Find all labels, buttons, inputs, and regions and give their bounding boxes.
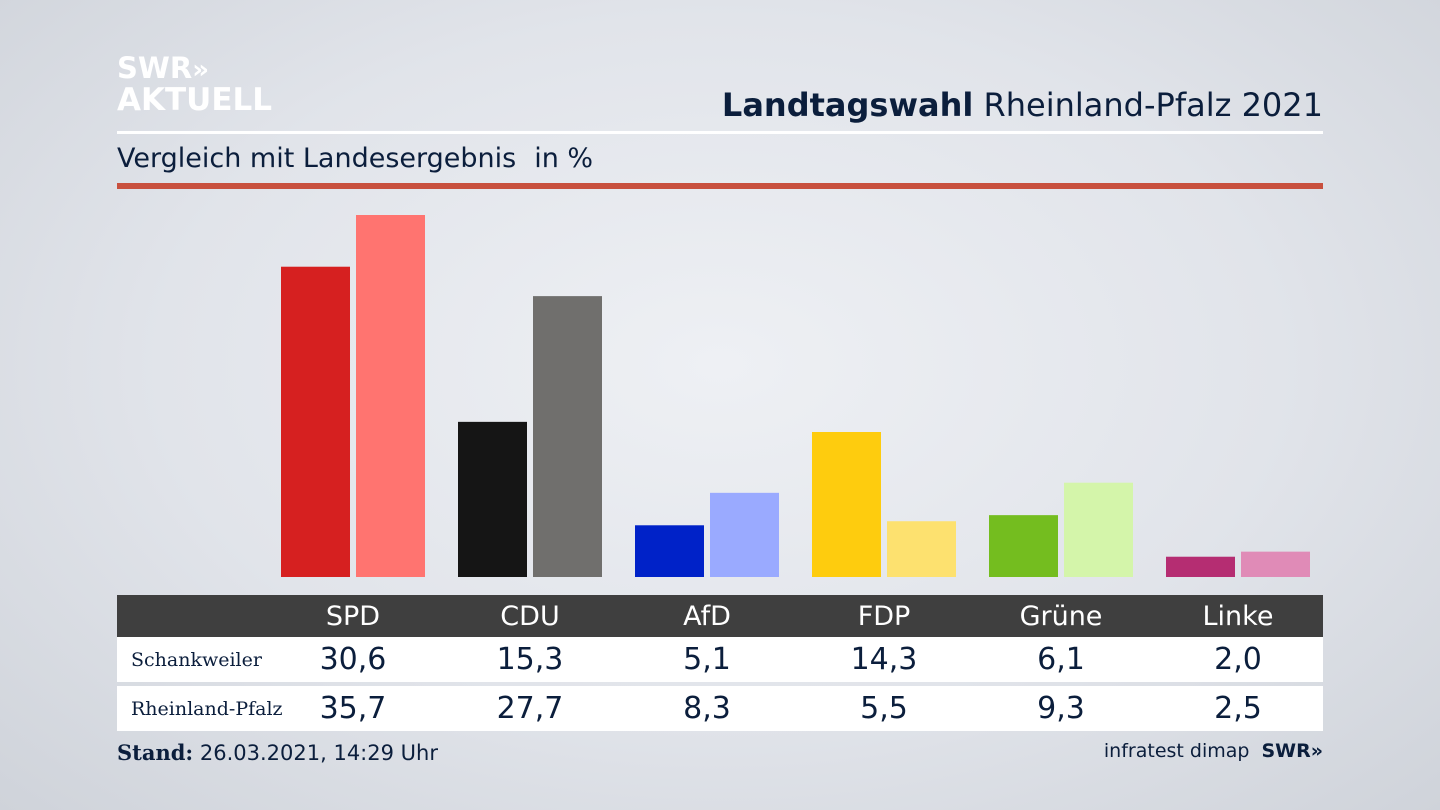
category-label: Grüne: [1019, 600, 1103, 632]
source-credit: infratest dimap SWR»: [1104, 740, 1323, 762]
bar-spd-local: [281, 266, 350, 577]
page-title: Landtagswahl Rheinland-Pfalz 2021: [722, 86, 1323, 124]
bar-fdp-state: [887, 521, 956, 577]
value-cell: 14,3: [850, 642, 918, 677]
bar-cdu-local: [458, 421, 527, 577]
category-label: SPD: [325, 600, 381, 632]
value-cell: 2,5: [1214, 691, 1262, 726]
bar-grne-state: [1064, 482, 1133, 577]
swr-footer-logo: SWR»: [1261, 740, 1323, 762]
value-cell: 15,3: [496, 642, 564, 677]
bar-linke-state: [1241, 551, 1310, 577]
bar-fdp-local: [812, 431, 881, 577]
value-cell: 2,0: [1214, 642, 1262, 677]
subtitle-text: Vergleich mit Landesergebnis: [117, 143, 517, 174]
row-label: Rheinland-Pfalz: [131, 697, 283, 720]
logo-aktuell: AKTUELL: [117, 82, 273, 118]
row-label: Schankweiler: [131, 648, 262, 671]
value-cell: 8,3: [683, 691, 731, 726]
source-label: infratest dimap: [1103, 740, 1250, 762]
value-cell: 9,3: [1037, 691, 1085, 726]
category-label: CDU: [500, 600, 560, 632]
bar-afd-state: [710, 492, 779, 577]
table-header: SPD CDU AfD FDP Grüne Linke: [117, 595, 1323, 637]
bar-afd-local: [635, 525, 704, 577]
table-row-rheinland-pfalz: Rheinland-Pfalz 35,7 27,7 8,3 5,5 9,3 2,5: [117, 686, 1323, 731]
value-cell: 5,1: [683, 642, 731, 677]
title-bold: Landtagswahl: [721, 86, 974, 124]
value-cell: 35,7: [319, 691, 387, 726]
chart-subtitle: Vergleich mit Landesergebnis in %: [117, 143, 593, 174]
stand-value: 26.03.2021, 14:29 Uhr: [199, 741, 438, 765]
bar-grne-local: [989, 515, 1058, 577]
bar-linke-local: [1166, 556, 1235, 577]
logo-swr: SWR: [117, 51, 193, 85]
value-cell: 30,6: [319, 642, 387, 677]
title-rest: Rheinland-Pfalz 2021: [983, 86, 1323, 124]
category-label: Linke: [1202, 600, 1274, 632]
swr-aktuell-logo: SWR» AKTUELL: [117, 54, 272, 116]
bar-cdu-state: [533, 296, 602, 577]
stand-label: Stand:: [117, 740, 194, 765]
table-row-schankweiler: Schankweiler 30,6 15,3 5,1 14,3 6,1 2,0: [117, 637, 1323, 682]
subtitle-unit: in %: [534, 143, 594, 174]
value-cell: 27,7: [496, 691, 564, 726]
bar-spd-state: [356, 215, 425, 577]
results-table: SPD CDU AfD FDP Grüne Linke Schankweiler 30,6…: [117, 595, 1323, 731]
category-label: FDP: [857, 600, 911, 632]
value-cell: 5,5: [860, 691, 908, 726]
value-cell: 6,1: [1037, 642, 1085, 677]
accent-rule: [117, 183, 1323, 189]
timestamp: Stand: 26.03.2021, 14:29 Uhr: [117, 740, 438, 765]
category-label: AfD: [683, 600, 731, 632]
title-divider: [117, 131, 1323, 134]
